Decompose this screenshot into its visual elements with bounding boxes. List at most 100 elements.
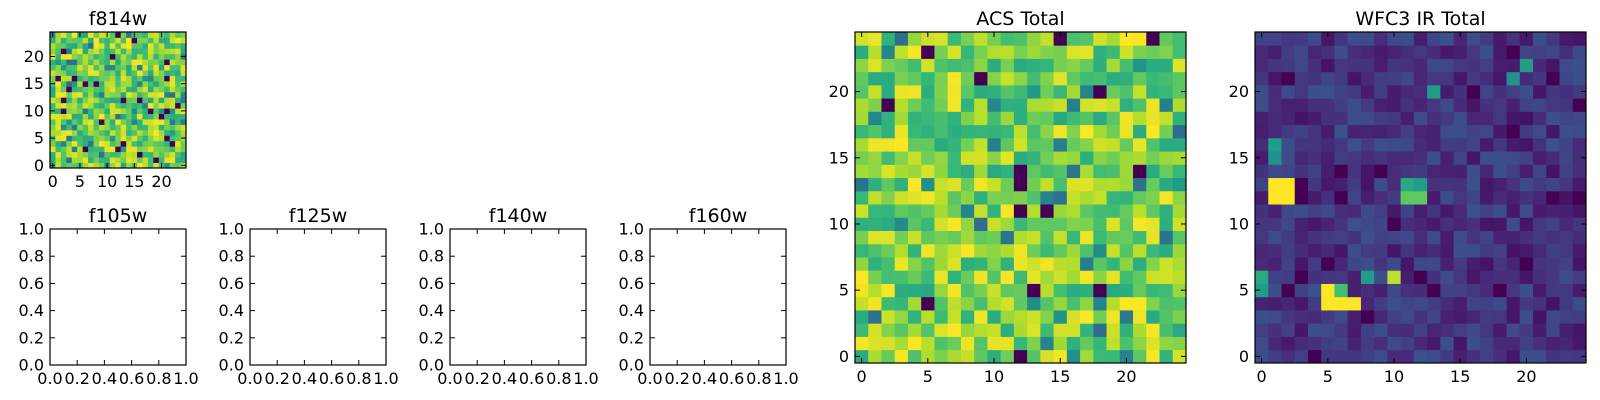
heatmap-cell	[1106, 177, 1121, 192]
heatmap-cell	[974, 310, 988, 324]
heatmap-cell	[1281, 32, 1296, 46]
heatmap-cell	[974, 98, 988, 112]
heatmap-cell	[1307, 270, 1322, 284]
heatmap-cell	[974, 204, 988, 218]
heatmap-cell	[1453, 71, 1468, 86]
heatmap-cell	[1546, 164, 1560, 179]
heatmap-cell	[868, 45, 882, 59]
heatmap-cell	[1294, 111, 1309, 126]
heatmap-cell	[1000, 84, 1015, 99]
heatmap-cell	[1321, 283, 1335, 298]
heatmap-cell	[960, 177, 975, 192]
heatmap-cell	[126, 162, 132, 169]
heatmap-cell	[147, 32, 154, 38]
heatmap-cell	[1040, 98, 1054, 112]
heatmap-cell	[855, 217, 869, 231]
heatmap-cell	[907, 190, 922, 205]
heatmap-cell	[894, 336, 909, 351]
heatmap-cell	[1400, 58, 1415, 73]
heatmap-cell	[131, 146, 138, 153]
heatmap-cell	[1133, 190, 1147, 205]
heatmap-cell	[1106, 151, 1121, 165]
heatmap-cell	[180, 32, 187, 38]
heatmap-cell	[1093, 204, 1107, 218]
heatmap-cell	[1360, 310, 1375, 324]
heatmap-cell	[1281, 164, 1296, 179]
heatmap-cell	[881, 124, 896, 139]
heatmap-cell	[66, 48, 73, 55]
heatmap-cell	[153, 32, 160, 38]
heatmap-cell	[1480, 71, 1494, 86]
heatmap-cell	[1146, 270, 1160, 284]
heatmap-cell	[1294, 257, 1309, 271]
heatmap-cell	[109, 157, 116, 163]
heatmap-cell	[153, 102, 160, 109]
heatmap-cell	[1387, 283, 1402, 298]
heatmap-cell	[855, 124, 869, 139]
heatmap-cell	[147, 124, 154, 131]
heatmap-cell	[1255, 124, 1269, 139]
heatmap-cell	[66, 80, 73, 87]
heatmap-cell	[164, 70, 171, 76]
heatmap-cell	[934, 243, 949, 258]
heatmap-cell	[1506, 204, 1521, 218]
heatmap-cell	[164, 124, 171, 131]
heatmap-cell	[137, 97, 143, 104]
heatmap-cell	[164, 80, 171, 87]
heatmap-cell	[1533, 270, 1547, 284]
heatmap-cell	[1066, 111, 1081, 126]
heatmap-cell	[1360, 164, 1375, 179]
heatmap-cell	[93, 119, 100, 125]
heatmap-cell	[66, 102, 73, 109]
heatmap-cell	[1027, 310, 1041, 324]
y-tick-label: 0.6	[19, 274, 44, 293]
heatmap-cell	[82, 32, 89, 38]
heatmap-cell	[934, 177, 949, 192]
heatmap-cell	[1027, 111, 1041, 126]
heatmap-cell	[1268, 217, 1282, 231]
heatmap-cell	[894, 217, 909, 231]
heatmap-cell	[1294, 323, 1309, 337]
heatmap-cell	[1334, 349, 1349, 364]
heatmap-cell	[1572, 283, 1587, 298]
heatmap-cell	[1440, 217, 1454, 231]
heatmap-cell	[947, 349, 962, 364]
heatmap-cell	[1040, 177, 1054, 192]
heatmap-cell	[907, 230, 922, 245]
heatmap-cell	[1427, 58, 1441, 73]
heatmap-cell	[55, 102, 62, 109]
heatmap-cell	[1053, 124, 1068, 139]
heatmap-cell	[1559, 58, 1574, 73]
heatmap-cell	[120, 64, 127, 71]
heatmap-cell	[1374, 98, 1388, 112]
heatmap-cell	[175, 97, 181, 104]
heatmap-cell	[1506, 71, 1521, 86]
heatmap-cell	[1159, 349, 1174, 364]
heatmap-cell	[60, 42, 67, 49]
heatmap-cell	[1546, 230, 1560, 245]
heatmap-cell	[1519, 137, 1534, 152]
heatmap-cell	[147, 162, 154, 169]
heatmap-cell	[82, 59, 89, 66]
y-tick-label: 0.0	[419, 356, 444, 375]
heatmap-cell	[1307, 217, 1322, 231]
heatmap-cell	[1255, 243, 1269, 258]
heatmap-cell	[1440, 190, 1454, 205]
heatmap-cell	[1027, 296, 1041, 311]
heatmap-cell	[115, 64, 122, 71]
x-tick-label: 0.2	[464, 369, 489, 388]
heatmap-cell	[1080, 243, 1094, 258]
heatmap-cell	[60, 124, 67, 131]
heatmap-cell	[180, 42, 187, 49]
heatmap-cell	[1255, 230, 1269, 245]
heatmap-cell	[1546, 111, 1560, 126]
heatmap-cell	[1281, 323, 1296, 337]
heatmap-cell	[894, 45, 909, 59]
heatmap-cell	[82, 140, 89, 147]
heatmap-cell	[1106, 283, 1121, 298]
heatmap-cell	[55, 124, 62, 131]
heatmap-cell	[109, 53, 116, 60]
heatmap-cell	[169, 157, 176, 163]
heatmap-cell	[1334, 58, 1349, 73]
heatmap-cell	[1321, 243, 1335, 258]
